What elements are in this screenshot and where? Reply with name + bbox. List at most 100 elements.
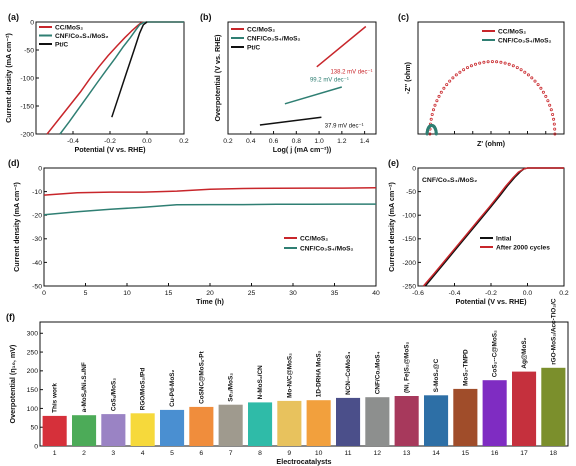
x-tick-label: 5 xyxy=(84,290,88,297)
bar xyxy=(101,414,126,446)
nyquist-point xyxy=(552,122,556,126)
legend-entry: After 2000 cycles xyxy=(496,245,550,252)
bar-label: Se₂/MoS₂ xyxy=(228,373,235,402)
bar xyxy=(365,397,390,446)
bar-label: CoS₂--C@MoS₂ xyxy=(492,330,499,377)
polarization-line-1 xyxy=(424,167,564,287)
nyquist-point xyxy=(465,66,469,70)
bar-label: CoSₓ/MoS₂ xyxy=(110,378,117,411)
x-axis-label: Potential (V vs. RHE) xyxy=(74,145,146,154)
nyquist-point xyxy=(445,83,449,87)
panel-label: (d) xyxy=(8,158,20,168)
panel-b: 0.2 0.4 0.6 0.8 1.0 1.2 1.4 Log( j (mA cm⁻²)) Ov… xyxy=(200,12,377,154)
bar xyxy=(424,395,449,446)
y-tick-label: 0 xyxy=(38,165,42,172)
y-tick-label: 100 xyxy=(27,406,39,413)
polarization-line-2 xyxy=(422,167,564,287)
slope-annotation: 138.2 mV dec⁻¹ xyxy=(330,70,372,76)
x-tick-label: -0.2 xyxy=(485,290,497,297)
bar-label: CNF/Co₂MoS₄ xyxy=(374,351,381,394)
nyquist-point xyxy=(429,117,433,121)
legend-entry: CNF/Co₃S₄/MoS₂ xyxy=(55,33,109,40)
bar xyxy=(248,402,273,446)
category-label: 11 xyxy=(344,450,351,457)
bar xyxy=(482,380,507,446)
nyquist-point xyxy=(448,79,452,83)
legend-entry: CC/MoS₂ xyxy=(55,25,83,32)
legend-entry: Intial xyxy=(496,236,512,243)
bar xyxy=(160,409,185,446)
bar-label: CoSNC@MoSₓ-Pt xyxy=(198,350,205,403)
panel-label: (c) xyxy=(398,12,409,22)
x-tick-label: -0.6 xyxy=(412,290,424,297)
nyquist-point xyxy=(451,76,455,80)
x-tick-label: 20 xyxy=(206,290,214,297)
category-label: 2 xyxy=(82,450,86,457)
nyquist-point xyxy=(519,68,523,72)
legend-entry: Pt/C xyxy=(247,45,260,52)
nyquist-point xyxy=(469,64,473,68)
x-tick-label: -0.2 xyxy=(104,138,116,145)
category-label: 10 xyxy=(315,450,323,457)
y-tick-label: -50 xyxy=(32,283,42,290)
x-tick-label: 0.0 xyxy=(523,290,533,297)
plot-frame xyxy=(39,321,569,447)
nyquist-point xyxy=(533,79,537,83)
nyquist-point xyxy=(507,62,511,66)
category-label: 3 xyxy=(111,450,115,457)
x-axis-label: Log( j (mA cm⁻²)) xyxy=(273,145,332,154)
bar xyxy=(306,400,331,446)
nyquist-point xyxy=(503,61,507,65)
nyquist-point xyxy=(435,99,439,103)
category-label: 8 xyxy=(258,450,262,457)
bar-label: (Ni, Fe)S₂@MoS₂ xyxy=(404,342,411,393)
legend-entry: CC/MoS₂ xyxy=(300,236,328,243)
x-tick-label: -0.4 xyxy=(67,138,79,145)
x-axis-label: Electrocatalysts xyxy=(276,457,331,466)
panel-label: (f) xyxy=(6,312,15,322)
x-axis-label: Z' (ohm) xyxy=(477,139,506,148)
y-tick-label: 0 xyxy=(412,165,416,172)
series-line-3 xyxy=(111,21,148,118)
nyquist-point xyxy=(551,113,555,117)
category-label: 7 xyxy=(229,450,233,457)
nyquist-point xyxy=(437,94,441,98)
x-tick-label: 25 xyxy=(248,290,256,297)
nyquist-point xyxy=(442,86,446,90)
nyquist-point xyxy=(433,103,437,107)
nyquist-point xyxy=(536,83,540,87)
bar-label: N-MoS₂/CN xyxy=(257,365,264,399)
bar-label: RGO/MoS₂/Pd xyxy=(140,368,147,411)
nyquist-point xyxy=(539,86,543,90)
bar-label: MoS₂-TMPD xyxy=(462,349,469,386)
legend-entry: CNF/Co₃S₄/MoS₂ xyxy=(498,38,552,45)
bar xyxy=(42,415,67,446)
nyquist-point xyxy=(434,132,438,136)
bar-label: 1D-DRHA MoS₂ xyxy=(316,350,323,397)
category-label: 9 xyxy=(287,450,291,457)
x-tick-label: 1.2 xyxy=(337,138,347,145)
x-tick-label: 10 xyxy=(123,290,131,297)
plot-frame xyxy=(227,21,377,135)
y-tick-label: -30 xyxy=(32,236,42,243)
nyquist-point xyxy=(439,90,443,94)
bar xyxy=(541,367,566,446)
y-axis-label: Overpotential (V vs. RHE) xyxy=(213,34,222,122)
plot-frame xyxy=(43,167,377,287)
nyquist-point xyxy=(544,94,548,98)
series-line-2 xyxy=(59,21,184,135)
y-tick-label: 200 xyxy=(27,368,39,375)
bar xyxy=(394,396,419,446)
y-tick-label: -40 xyxy=(32,260,42,267)
x-tick-label: 0.6 xyxy=(269,138,279,145)
bar-label: Ag@MoS₂ xyxy=(521,337,528,368)
category-label: 6 xyxy=(199,450,203,457)
y-tick-label: -250 xyxy=(402,283,416,290)
bar-label: a-MoSₓ/Ni₃S₂/NF xyxy=(81,362,88,412)
nyquist-point xyxy=(454,73,458,77)
category-label: 1 xyxy=(53,450,57,457)
y-tick-label: -10 xyxy=(32,189,42,196)
nyquist-point xyxy=(515,66,519,70)
x-axis-label: Potential (V vs. RHE) xyxy=(455,297,527,306)
